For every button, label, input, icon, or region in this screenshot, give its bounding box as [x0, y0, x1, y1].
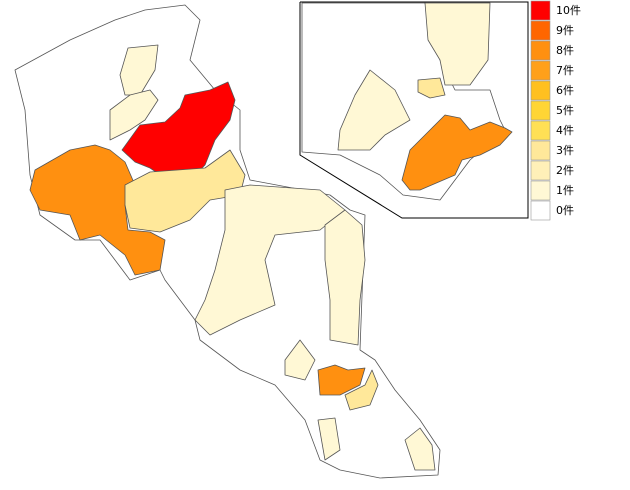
region — [317, 364, 366, 396]
legend-swatch — [530, 80, 551, 101]
legend-swatch — [530, 60, 551, 81]
legend-label: 0件 — [556, 204, 574, 217]
legend-swatch — [530, 140, 551, 161]
region — [337, 69, 411, 151]
region — [344, 369, 379, 411]
region — [317, 417, 341, 461]
legend-label: 9件 — [556, 24, 574, 37]
legend-swatch — [530, 160, 551, 181]
legend-swatch — [530, 100, 551, 121]
legend-swatch — [530, 180, 551, 201]
legend-swatch — [530, 200, 551, 221]
legend-swatch — [530, 20, 551, 41]
region — [404, 427, 436, 471]
legend-label: 1件 — [556, 184, 574, 197]
region — [29, 144, 166, 276]
legend-label: 2件 — [556, 164, 574, 177]
legend-label: 5件 — [556, 104, 574, 117]
region — [324, 209, 366, 346]
legend-label: 7件 — [556, 64, 574, 77]
legend-label: 8件 — [556, 44, 574, 57]
region — [424, 2, 491, 86]
legend-label: 4件 — [556, 124, 574, 137]
legend-swatch — [530, 40, 551, 61]
legend-label: 3件 — [556, 144, 574, 157]
region — [401, 114, 513, 191]
region — [194, 184, 346, 336]
region — [119, 44, 159, 96]
legend-swatch — [530, 120, 551, 141]
legend-swatch — [530, 0, 551, 21]
region — [417, 77, 446, 99]
inset-frame — [299, 1, 529, 219]
region — [109, 89, 159, 141]
region — [284, 339, 316, 381]
legend-label: 10件 — [556, 4, 581, 17]
legend-label: 6件 — [556, 84, 574, 97]
